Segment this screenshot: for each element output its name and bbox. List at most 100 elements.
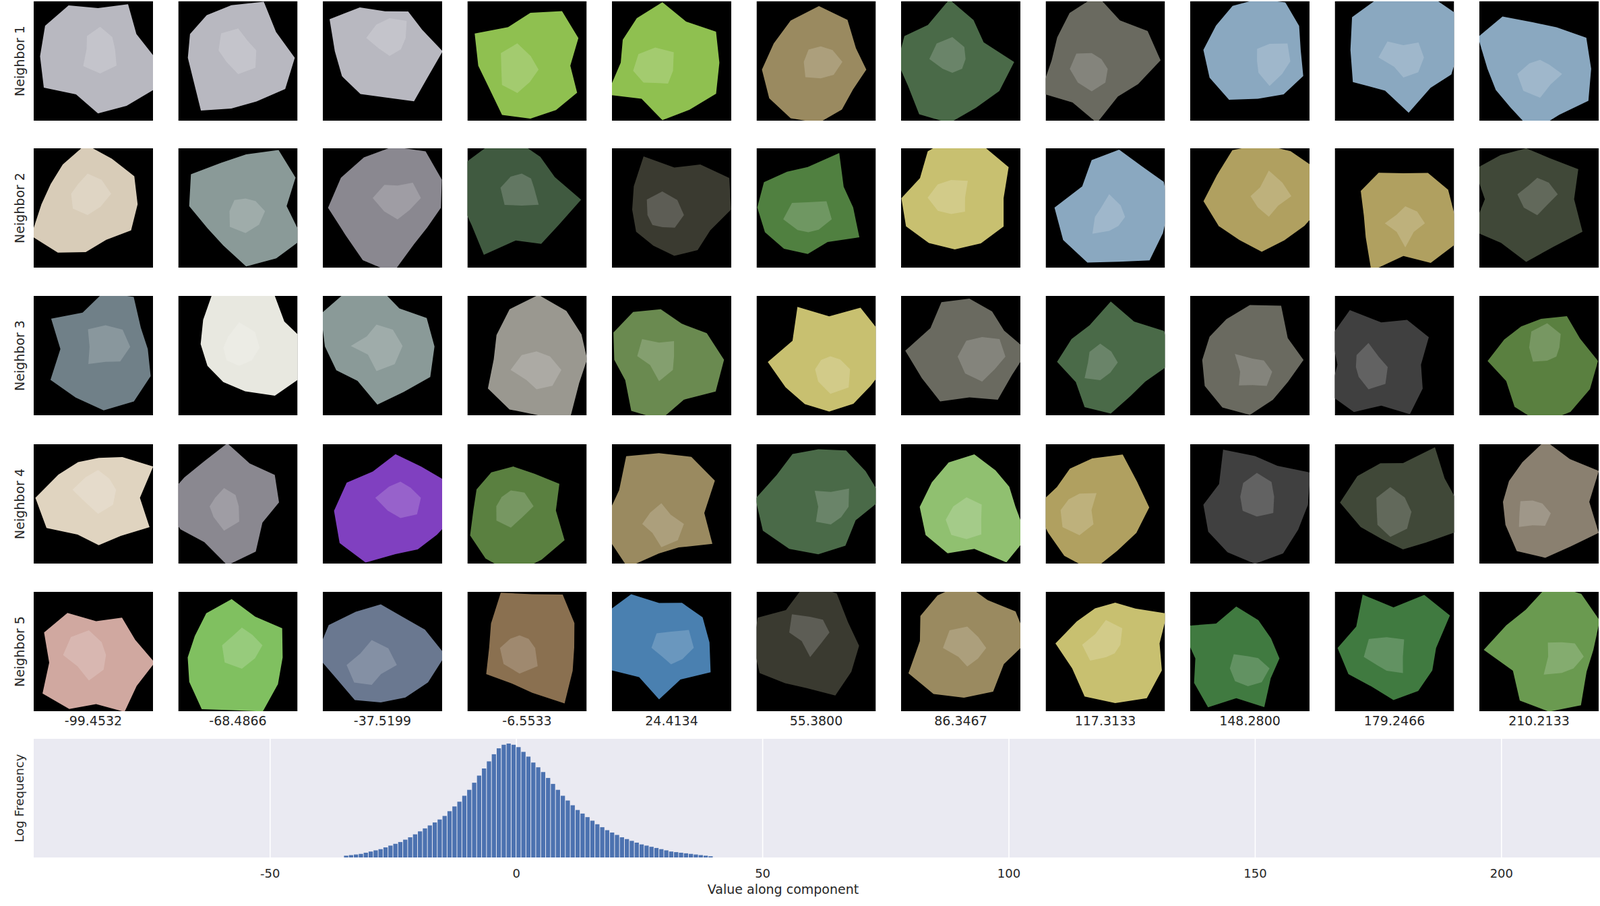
patch	[1479, 1, 1599, 121]
patch-detail	[651, 630, 695, 665]
patch-background	[322, 1, 443, 121]
patch	[756, 148, 877, 268]
patch-detail	[1229, 653, 1270, 687]
patch-region	[611, 2, 720, 120]
column-label: 55.3800	[789, 713, 844, 728]
patch-detail	[1082, 620, 1123, 661]
column-label: 24.4134	[644, 713, 699, 728]
patch-detail	[1234, 353, 1272, 386]
patch-detail	[1519, 500, 1551, 527]
histogram-bar	[417, 831, 422, 858]
patch-detail	[88, 325, 131, 364]
patch-region	[1203, 1, 1304, 100]
patch-region	[50, 295, 151, 411]
row-label: Neighbor 4	[12, 468, 27, 540]
patch-detail	[804, 46, 843, 79]
histogram-bar	[521, 751, 526, 858]
tick-label: 150	[1243, 866, 1267, 881]
histogram-bar	[550, 783, 555, 858]
patch-region	[474, 10, 579, 119]
patch-detail	[1084, 343, 1118, 381]
patch	[1190, 148, 1310, 268]
tick-label: 0	[512, 866, 520, 881]
histogram-bar	[663, 849, 668, 858]
row-label: Neighbor 2	[12, 172, 27, 244]
patch-region	[1203, 148, 1310, 253]
patch	[1335, 591, 1455, 712]
histogram-bar	[556, 789, 561, 858]
patch	[901, 591, 1021, 712]
patch	[1045, 148, 1166, 268]
patch-detail	[375, 481, 422, 519]
patch	[322, 591, 443, 712]
histogram-bar	[669, 851, 674, 858]
patch-background	[467, 1, 588, 121]
histogram-bar	[535, 766, 540, 858]
patch	[33, 1, 153, 121]
histogram-bar	[496, 748, 501, 858]
patch	[467, 1, 588, 121]
patch	[611, 295, 732, 416]
x-axis-label: Value along component	[707, 881, 859, 897]
patch-detail	[1378, 41, 1425, 78]
patch	[1479, 444, 1599, 564]
histogram-bar	[590, 820, 595, 858]
histogram-bar	[531, 762, 536, 858]
patch-background	[467, 591, 588, 712]
patch-detail	[223, 322, 260, 366]
column-label: -68.4866	[208, 713, 267, 728]
patch-detail	[647, 191, 685, 228]
patch-detail	[1517, 59, 1563, 98]
patch	[611, 1, 732, 121]
figure: Neighbor 1Neighbor 2Neighbor 3Neighbor 4…	[0, 0, 1600, 906]
patch	[1045, 444, 1166, 564]
histogram-bar	[447, 810, 452, 858]
patch-background	[756, 148, 877, 268]
patch-region	[919, 454, 1021, 563]
patch-region	[1337, 594, 1451, 701]
histogram-bar	[392, 843, 397, 858]
patch-detail	[372, 182, 422, 220]
patch	[901, 444, 1021, 564]
column-label: -99.4532	[64, 713, 122, 728]
histogram-bar	[634, 842, 639, 858]
patch-region	[1479, 148, 1583, 262]
bars	[343, 743, 713, 858]
patch	[178, 148, 298, 268]
histogram-bar	[644, 845, 649, 858]
histogram-bar	[457, 801, 462, 858]
column-label: 86.3467	[934, 713, 988, 728]
patch-region	[188, 599, 284, 712]
patch-detail	[1240, 473, 1274, 517]
patch	[1479, 295, 1599, 416]
histogram-bar	[629, 840, 634, 858]
histogram-bar	[639, 844, 644, 858]
patch	[1335, 295, 1455, 416]
patch-detail	[71, 173, 112, 215]
histogram-bar	[422, 828, 427, 858]
patch-detail	[637, 339, 675, 382]
patch	[33, 444, 153, 564]
patch-detail	[1385, 206, 1426, 248]
patch-detail	[1060, 493, 1097, 536]
histogram-bar	[373, 849, 378, 858]
patch	[178, 1, 298, 121]
histogram-bar	[624, 839, 629, 858]
patch-detail	[1250, 170, 1292, 218]
patch-region	[39, 4, 153, 114]
histogram-bar	[462, 795, 467, 858]
tick-label: 50	[754, 866, 771, 881]
histogram-bar	[477, 775, 482, 858]
histogram-bar	[649, 846, 654, 858]
patch	[611, 591, 732, 712]
patch-region	[611, 593, 711, 699]
patch	[322, 295, 443, 416]
histogram-bar	[693, 854, 698, 858]
patch-detail	[209, 487, 240, 531]
patch-region	[908, 591, 1021, 698]
patch-region	[613, 309, 724, 416]
histogram-bar	[570, 805, 575, 858]
patch-region	[322, 603, 443, 703]
patch-detail	[1364, 636, 1405, 673]
patch-detail	[222, 627, 263, 669]
